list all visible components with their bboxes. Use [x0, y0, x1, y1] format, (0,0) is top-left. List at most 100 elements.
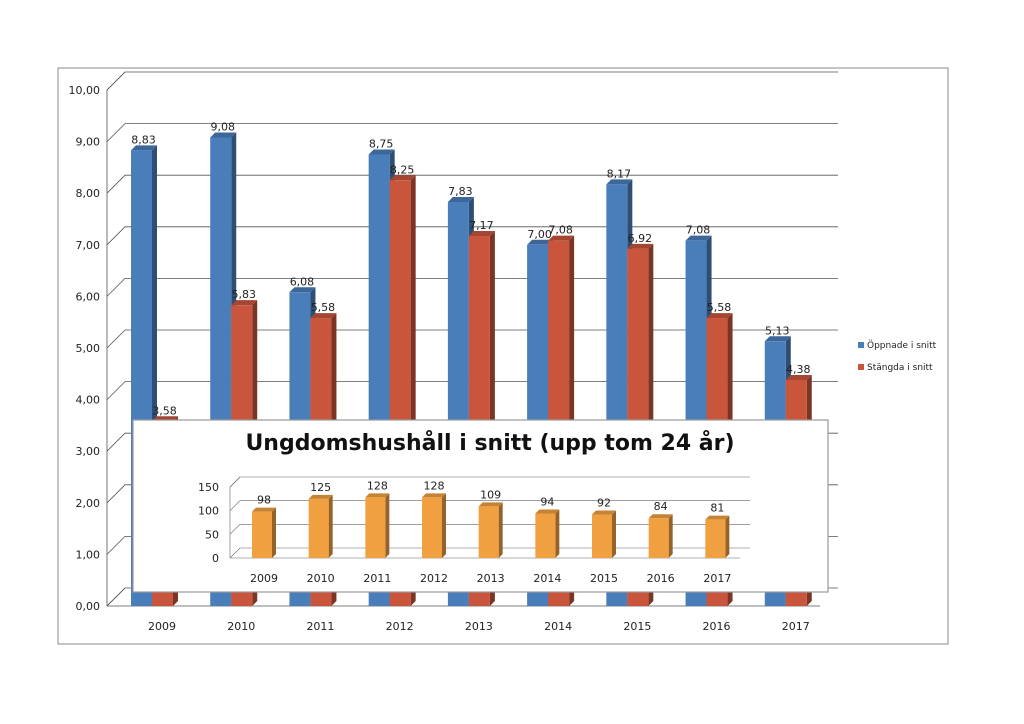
inset-x-tick-label: 2011: [363, 572, 391, 585]
legend-label: Stängda i snitt: [867, 363, 933, 373]
inset-data-label-2016: 84: [654, 500, 668, 513]
data-label-oppnade-2017: 5,13: [765, 324, 790, 337]
data-label-stangda-2015: 6,92: [628, 232, 653, 245]
inset-gridline: [229, 547, 750, 559]
legend: [858, 342, 864, 370]
bar-oppnade-2011-top: [289, 287, 316, 293]
bar-stangda-2011-top: [310, 313, 337, 319]
data-label-stangda-2017: 4,38: [786, 363, 811, 376]
data-label-oppnade-2013: 7,83: [448, 185, 473, 198]
inset-bar-2010-top: [308, 494, 333, 499]
inset-bar-2013-top: [478, 502, 503, 507]
bar-oppnade-2009-top: [131, 145, 157, 151]
y-tick-label: 7,00: [76, 239, 101, 252]
inset-bar-2015-side: [612, 510, 616, 558]
inset-x-tick-label: 2009: [250, 572, 278, 585]
inset-data-label-2009: 98: [257, 494, 271, 507]
inset-bar-2009-top: [252, 507, 276, 512]
inset-data-label-2017: 81: [710, 502, 724, 515]
inset-bar-2010-front: [308, 498, 329, 558]
inset-x-tick-label: 2013: [477, 572, 505, 585]
inset-y-tick-label: 0: [212, 552, 219, 565]
inset-bar-2017-front: [705, 519, 726, 558]
inset-data-label-2011: 128: [367, 479, 388, 492]
bar-oppnade-2010-top: [210, 132, 237, 138]
x-tick-label: 2013: [465, 620, 493, 633]
inset-title: Ungdomshushåll i snitt (upp tom 24 år): [245, 430, 734, 456]
x-tick-label: 2017: [782, 620, 810, 633]
inset-bar-2011-front: [365, 497, 386, 558]
bar-stangda-2015-top: [627, 243, 654, 249]
inset-bar-2009-front: [252, 511, 272, 558]
inset-data-label-2012: 128: [424, 479, 445, 492]
legend-swatch: [858, 364, 864, 370]
gridline: [106, 381, 838, 400]
data-label-stangda-2014: 7,08: [548, 224, 573, 237]
inset-y-tick-label: 50: [205, 528, 219, 541]
inset-bar-2013: [478, 502, 503, 558]
bar-oppnade-2012-top: [368, 149, 395, 155]
data-label-oppnade-2016: 7,08: [686, 224, 711, 237]
inset-bar-2011-side: [385, 493, 390, 558]
data-label-oppnade-2014: 7,00: [527, 228, 552, 241]
data-label-stangda-2011: 5,58: [311, 301, 336, 314]
inset-bar-2012-top: [422, 493, 446, 498]
inset-x-tick-label: 2017: [703, 572, 731, 585]
y-tick-label: 4,00: [76, 394, 101, 407]
data-label-stangda-2016: 5,58: [707, 301, 732, 314]
x-tick-label: 2015: [623, 620, 651, 633]
inset-bar-2015-top: [592, 510, 616, 515]
bar-oppnade-2015-top: [606, 179, 633, 185]
data-label-stangda-2013: 7,17: [469, 219, 494, 232]
y-tick-label: 6,00: [76, 290, 101, 303]
inset-x-tick-label: 2010: [307, 572, 335, 585]
inset-bar-2010-side: [328, 494, 333, 558]
inset-bar-2012: [422, 493, 446, 558]
inset-bar-2010: [308, 494, 333, 558]
inset-bar-2017: [705, 515, 730, 558]
inset-bar-2012-front: [422, 497, 442, 558]
data-label-oppnade-2011: 6,08: [290, 275, 315, 288]
inset-data-label-2013: 109: [480, 488, 501, 501]
bar-stangda-2012-top: [389, 175, 416, 181]
x-tick-label: 2016: [703, 620, 731, 633]
inset-bar-2009-side: [272, 507, 276, 558]
data-label-oppnade-2010: 9,08: [210, 120, 235, 133]
bar-stangda-2014-top: [548, 235, 575, 241]
bar-oppnade-2014-top: [527, 239, 554, 245]
y-tick-label: 9,00: [76, 136, 101, 149]
bar-oppnade-2013-top: [447, 196, 474, 202]
inset-bar-2014-front: [535, 513, 556, 558]
data-label-stangda-2012: 8,25: [390, 163, 415, 176]
inset-bar-2013-front: [478, 506, 499, 558]
data-label-oppnade-2009: 8,83: [131, 133, 156, 146]
inset-bar-2016-front: [648, 518, 669, 558]
y-tick-label: 5,00: [76, 342, 101, 355]
inset-x-tick-label: 2014: [533, 572, 561, 585]
y-tick-label: 2,00: [76, 497, 101, 510]
inset-bar-2015: [592, 510, 616, 558]
inset-bar-2016-top: [648, 514, 673, 519]
inset-bar-2013-side: [498, 502, 503, 558]
inset-gridline: [229, 524, 750, 535]
x-tick-label: 2009: [148, 620, 176, 633]
inset-bar-2016-side: [668, 514, 673, 558]
legend-label: Öppnade i snitt: [867, 340, 937, 351]
gridline: [106, 277, 838, 297]
gridline: [106, 174, 838, 194]
y-tick-label: 8,00: [76, 187, 101, 200]
inset-y-tick-label: 150: [198, 481, 219, 494]
bar-stangda-2016-top: [706, 313, 733, 319]
floor-edge: [106, 587, 126, 607]
inset-bar-2009: [252, 507, 276, 558]
inset-data-label-2014: 94: [540, 496, 554, 509]
inset-x-tick-label: 2016: [647, 572, 675, 585]
y-tick-label: 0,00: [76, 600, 101, 613]
x-tick-label: 2011: [306, 620, 334, 633]
inset-x-tick-label: 2015: [590, 572, 618, 585]
inset-bar-2017-top: [705, 515, 730, 520]
data-label-stangda-2009: 3,58: [152, 404, 177, 417]
x-tick-label: 2014: [544, 620, 572, 633]
